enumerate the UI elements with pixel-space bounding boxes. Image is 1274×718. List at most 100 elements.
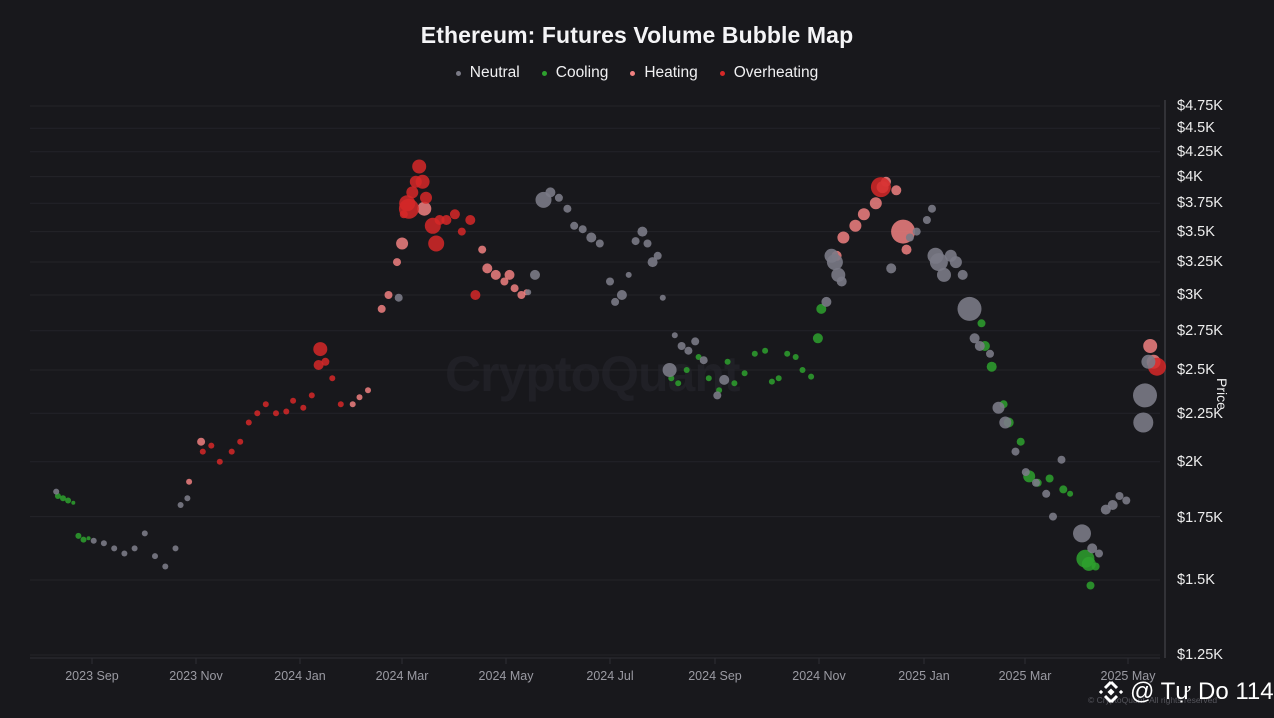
bubble-neutral[interactable] (836, 276, 847, 287)
bubble-heating[interactable] (837, 231, 850, 244)
bubble-cooling[interactable] (683, 367, 690, 373)
bubble-cooling[interactable] (768, 378, 775, 385)
bubble-neutral[interactable] (1042, 489, 1051, 498)
bubble-neutral[interactable] (1011, 447, 1020, 456)
bubble-neutral[interactable] (131, 545, 138, 552)
bubble-cooling[interactable] (751, 350, 758, 357)
bubble-cooling[interactable] (799, 367, 806, 373)
bubble-neutral[interactable] (172, 545, 179, 552)
bubble-heating[interactable] (857, 208, 870, 221)
bubble-neutral[interactable] (949, 256, 962, 269)
bubble-neutral[interactable] (699, 356, 708, 365)
bubble-overheating[interactable] (290, 397, 297, 404)
bubble-neutral[interactable] (90, 537, 97, 544)
bubble-overheating[interactable] (337, 401, 344, 408)
bubble-neutral[interactable] (631, 237, 640, 246)
bubble-cooling[interactable] (71, 500, 76, 505)
bubble-neutral[interactable] (826, 254, 843, 271)
bubble-neutral[interactable] (986, 349, 994, 358)
bubble-cooling[interactable] (724, 358, 731, 365)
bubble-heating[interactable] (478, 245, 487, 254)
bubble-overheating[interactable] (245, 419, 252, 426)
bubble-heating[interactable] (504, 269, 515, 280)
bubble-neutral[interactable] (111, 545, 118, 552)
bubble-overheating[interactable] (228, 448, 235, 455)
bubble-neutral[interactable] (611, 297, 620, 306)
bubble-overheating[interactable] (321, 357, 330, 366)
bubble-overheating[interactable] (262, 401, 269, 408)
bubble-neutral[interactable] (184, 495, 191, 502)
bubble-cooling[interactable] (1067, 490, 1074, 497)
bubble-overheating[interactable] (273, 410, 279, 417)
bubble-cooling[interactable] (65, 497, 72, 504)
bubble-neutral[interactable] (177, 502, 184, 508)
bubble-heating[interactable] (500, 277, 509, 286)
bubble-heating[interactable] (490, 269, 501, 280)
bubble-cooling[interactable] (705, 375, 712, 382)
bubble-neutral[interactable] (1032, 478, 1040, 487)
bubble-neutral[interactable] (1122, 496, 1131, 505)
bubble-neutral[interactable] (937, 267, 951, 282)
bubble-cooling[interactable] (808, 373, 815, 380)
bubble-heating[interactable] (396, 237, 409, 250)
bubble-heating[interactable] (510, 284, 519, 293)
bubble-neutral[interactable] (905, 233, 914, 242)
bubble-neutral[interactable] (969, 333, 980, 344)
bubble-cooling[interactable] (816, 303, 827, 314)
bubble-neutral[interactable] (677, 342, 686, 350)
legend-item-neutral[interactable]: Neutral (455, 64, 520, 82)
bubble-overheating[interactable] (870, 177, 891, 198)
bubble-neutral[interactable] (570, 221, 579, 230)
bubble-neutral[interactable] (662, 363, 677, 377)
bubble-neutral[interactable] (586, 232, 597, 243)
bubble-overheating[interactable] (300, 404, 307, 411)
bubble-heating[interactable] (356, 394, 363, 401)
bubble-overheating[interactable] (216, 458, 223, 465)
bubble-neutral[interactable] (53, 488, 60, 495)
bubble-cooling[interactable] (1091, 562, 1100, 571)
bubble-overheating[interactable] (329, 375, 336, 382)
bubble-heating[interactable] (517, 291, 526, 299)
bubble-neutral[interactable] (525, 289, 532, 296)
bubble-neutral[interactable] (928, 204, 936, 213)
bubble-heating[interactable] (365, 387, 371, 394)
bubble-neutral[interactable] (999, 416, 1012, 429)
bubble-neutral[interactable] (554, 193, 563, 202)
bubble-heating[interactable] (197, 437, 206, 446)
bubble-cooling[interactable] (775, 375, 782, 382)
bubble-neutral[interactable] (162, 563, 169, 570)
bubble-overheating[interactable] (449, 209, 460, 220)
bubble-cooling[interactable] (1045, 474, 1054, 483)
bubble-neutral[interactable] (974, 341, 985, 351)
bubble-neutral[interactable] (121, 550, 128, 557)
bubble-cooling[interactable] (86, 536, 91, 541)
bubble-cooling[interactable] (675, 380, 682, 387)
bubble-neutral[interactable] (141, 530, 148, 537)
bubble-cooling[interactable] (80, 536, 87, 543)
bubble-neutral[interactable] (1115, 492, 1124, 500)
bubble-heating[interactable] (417, 201, 432, 216)
bubble-neutral[interactable] (992, 401, 1005, 414)
bubble-neutral[interactable] (595, 239, 604, 248)
bubble-neutral[interactable] (653, 251, 662, 260)
bubble-neutral[interactable] (100, 540, 107, 547)
bubble-heating[interactable] (349, 401, 356, 408)
bubble-neutral[interactable] (563, 204, 572, 213)
bubble-neutral[interactable] (691, 337, 700, 346)
bubble-neutral[interactable] (637, 226, 648, 237)
bubble-neutral[interactable] (886, 263, 897, 274)
bubble-neutral[interactable] (152, 553, 158, 560)
bubble-neutral[interactable] (606, 277, 614, 286)
bubble-neutral[interactable] (578, 225, 587, 234)
bubble-neutral[interactable] (643, 239, 652, 248)
bubble-neutral[interactable] (929, 253, 948, 272)
bubble-cooling[interactable] (1086, 581, 1095, 590)
bubble-overheating[interactable] (308, 392, 315, 399)
bubble-overheating[interactable] (420, 191, 432, 204)
bubble-cooling[interactable] (1059, 485, 1068, 494)
bubble-neutral[interactable] (647, 257, 658, 268)
legend-item-overheating[interactable]: Overheating (719, 64, 818, 82)
bubble-neutral[interactable] (684, 346, 693, 355)
legend-item-heating[interactable]: Heating (630, 64, 698, 82)
